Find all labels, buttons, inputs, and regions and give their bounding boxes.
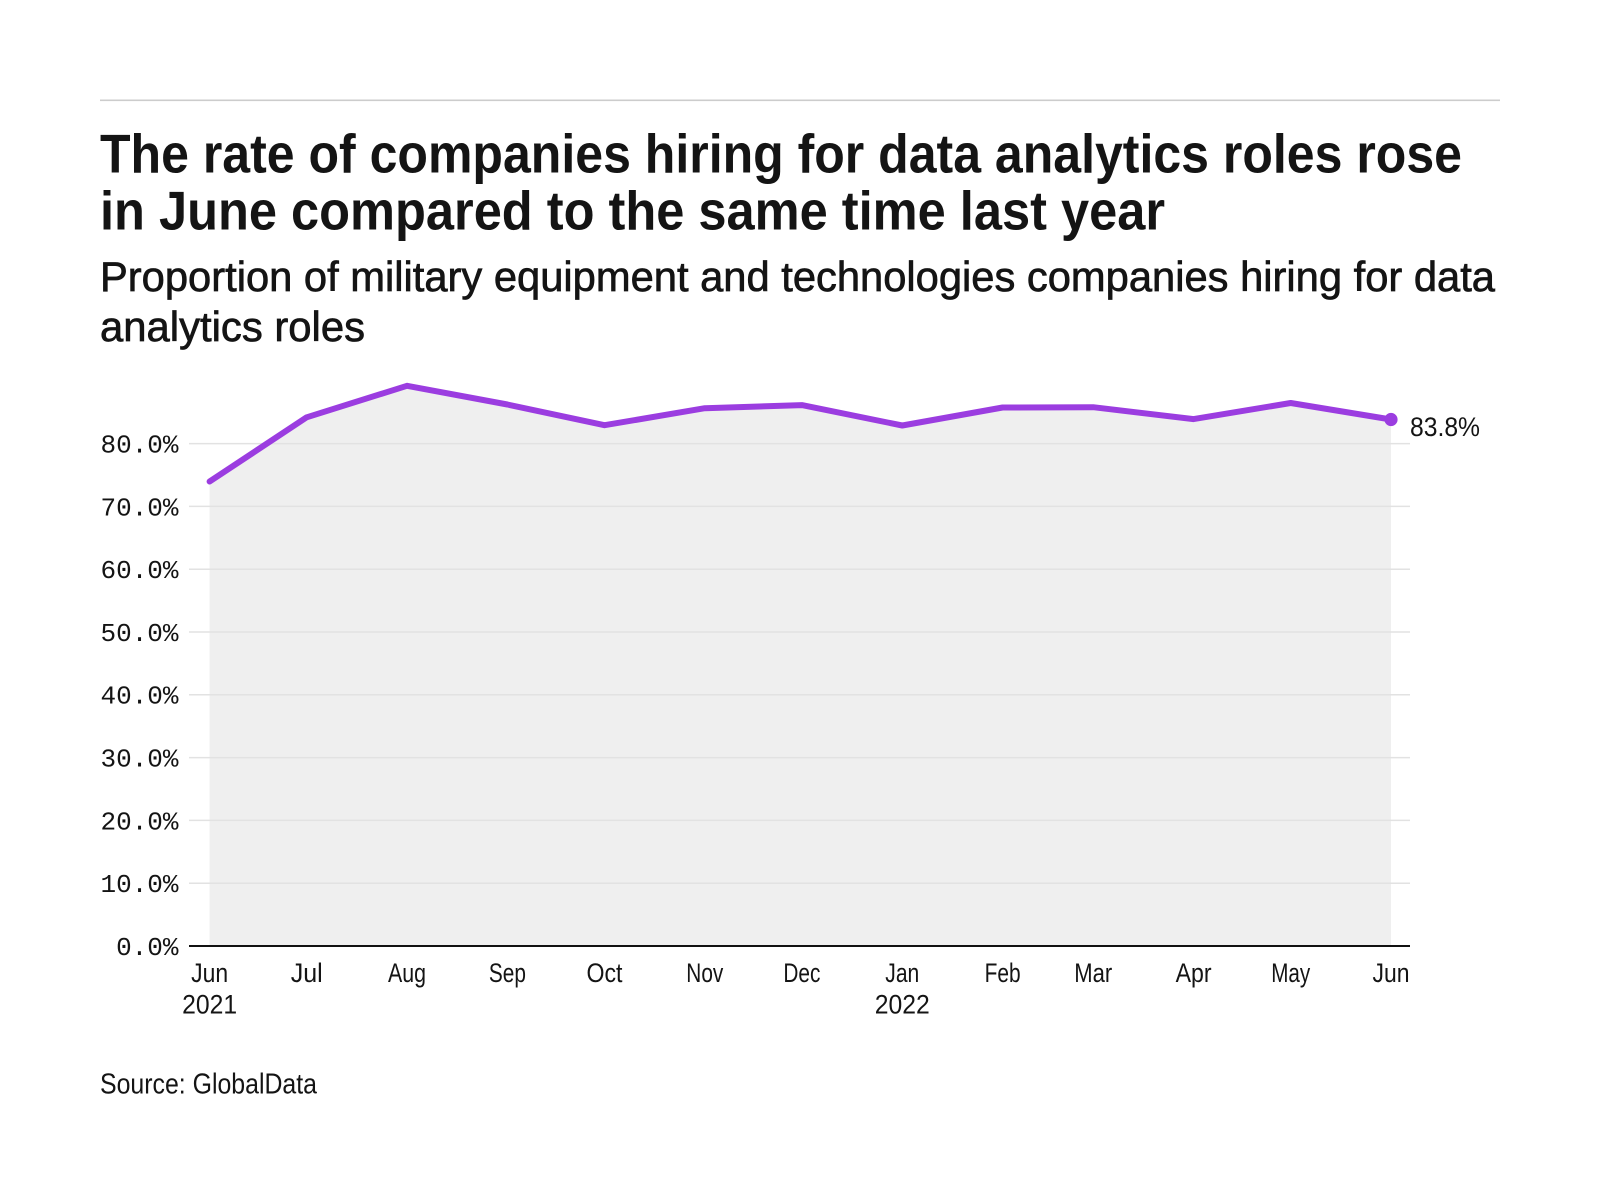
svg-text:Dec: Dec: [783, 958, 820, 988]
svg-text:May: May: [1271, 958, 1310, 988]
svg-text:in June compared to the same t: in June compared to the same time last y…: [100, 180, 1165, 242]
svg-text:2022: 2022: [875, 990, 930, 1020]
svg-text:Source: GlobalData: Source: GlobalData: [100, 1069, 318, 1101]
svg-text:Aug: Aug: [388, 958, 426, 988]
svg-text:Mar: Mar: [1074, 958, 1112, 988]
svg-text:Jun: Jun: [1373, 958, 1410, 988]
svg-text:Apr: Apr: [1176, 958, 1212, 988]
svg-text:50.0%: 50.0%: [100, 619, 178, 649]
svg-text:0.0%: 0.0%: [116, 933, 179, 963]
svg-text:Oct: Oct: [587, 958, 623, 988]
svg-text:Jul: Jul: [291, 958, 323, 988]
svg-text:2021: 2021: [182, 990, 237, 1020]
svg-text:Jun: Jun: [191, 958, 228, 988]
svg-text:Jan: Jan: [885, 958, 919, 988]
svg-text:Proportion of military equipme: Proportion of military equipment and tec…: [100, 253, 1496, 300]
svg-text:The rate of companies hiring f: The rate of companies hiring for data an…: [100, 123, 1462, 185]
svg-text:40.0%: 40.0%: [100, 682, 178, 712]
svg-text:20.0%: 20.0%: [100, 807, 178, 837]
svg-text:83.8%: 83.8%: [1410, 412, 1480, 442]
svg-text:70.0%: 70.0%: [100, 493, 178, 523]
svg-text:Feb: Feb: [985, 958, 1021, 988]
svg-text:analytics roles: analytics roles: [100, 303, 365, 350]
svg-text:60.0%: 60.0%: [100, 556, 178, 586]
svg-text:80.0%: 80.0%: [100, 431, 178, 461]
svg-text:Nov: Nov: [686, 958, 723, 988]
svg-text:Sep: Sep: [489, 958, 526, 988]
svg-text:10.0%: 10.0%: [100, 870, 178, 900]
svg-text:30.0%: 30.0%: [100, 745, 178, 775]
